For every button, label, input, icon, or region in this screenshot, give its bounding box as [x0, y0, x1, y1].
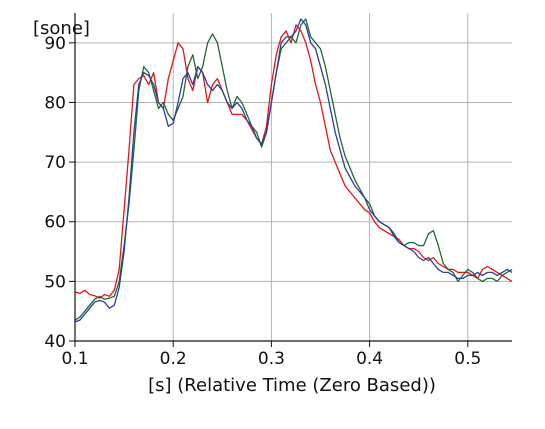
y-tick-label: 70 — [44, 153, 66, 173]
series-line-red — [74, 24, 513, 299]
tick-labels: 40 50 60 70 80 90 0.1 0.2 0.3 0.4 0.5 — [44, 34, 481, 369]
axes — [69, 13, 512, 347]
y-tick-label: 60 — [44, 213, 66, 233]
series-lines — [74, 18, 513, 323]
x-axis-title: [s] (Relative Time (Zero Based)) — [148, 375, 436, 396]
x-tick-label: 0.4 — [356, 349, 383, 369]
gridlines — [75, 13, 512, 341]
y-tick-label: 90 — [44, 34, 66, 54]
x-tick-label: 0.1 — [61, 349, 88, 369]
x-tick-label: 0.2 — [160, 349, 187, 369]
series-line-green — [74, 18, 513, 321]
y-axis-unit-label: [sone] — [33, 18, 90, 39]
x-tick-label: 0.3 — [258, 349, 285, 369]
y-tick-label: 40 — [44, 332, 66, 352]
y-tick-label: 50 — [44, 272, 66, 292]
x-tick-label: 0.5 — [454, 349, 481, 369]
y-tick-label: 80 — [44, 93, 66, 113]
series-line-blue — [74, 18, 513, 323]
